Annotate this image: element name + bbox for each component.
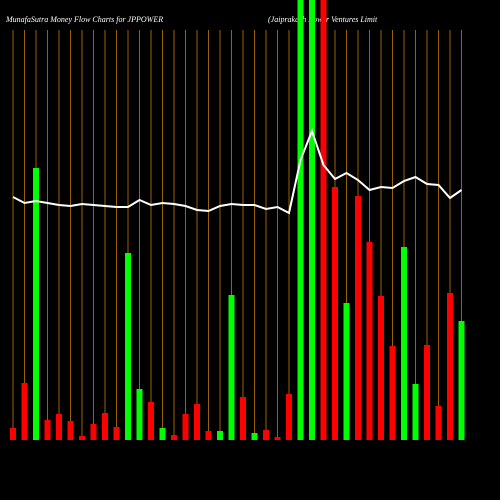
bar — [343, 303, 350, 440]
bar — [320, 0, 327, 440]
bar — [125, 253, 131, 440]
bar — [113, 427, 120, 440]
bar — [240, 397, 246, 440]
bar — [182, 414, 189, 440]
chart-title: MunafaSutra Money Flow Charts for JPPOWE… — [5, 15, 163, 24]
bar — [148, 402, 154, 440]
bar — [171, 435, 177, 440]
bar — [274, 437, 281, 440]
bar — [194, 404, 200, 440]
bar — [389, 346, 396, 440]
bar — [102, 413, 108, 440]
bar — [366, 242, 373, 440]
bar — [458, 321, 465, 440]
bar — [136, 389, 143, 440]
bar — [378, 296, 384, 440]
bar — [309, 0, 315, 440]
bar — [297, 0, 304, 440]
bar — [424, 345, 430, 440]
bar — [205, 431, 212, 440]
bar — [401, 247, 407, 440]
bar — [332, 187, 338, 440]
bar — [159, 428, 166, 440]
money-flow-line — [12, 128, 463, 215]
bar — [447, 293, 453, 440]
bar — [56, 414, 62, 440]
bar — [79, 436, 85, 440]
bar — [412, 384, 419, 440]
bar — [217, 431, 223, 440]
bar — [263, 430, 269, 440]
bar — [33, 168, 39, 440]
bar — [21, 383, 28, 440]
bar — [286, 394, 292, 440]
bar — [251, 433, 258, 440]
bar — [228, 295, 235, 440]
bar — [44, 420, 51, 440]
bar — [67, 421, 74, 440]
bar — [435, 406, 442, 440]
bar — [90, 424, 97, 440]
bar — [355, 196, 361, 440]
bar — [10, 428, 16, 440]
